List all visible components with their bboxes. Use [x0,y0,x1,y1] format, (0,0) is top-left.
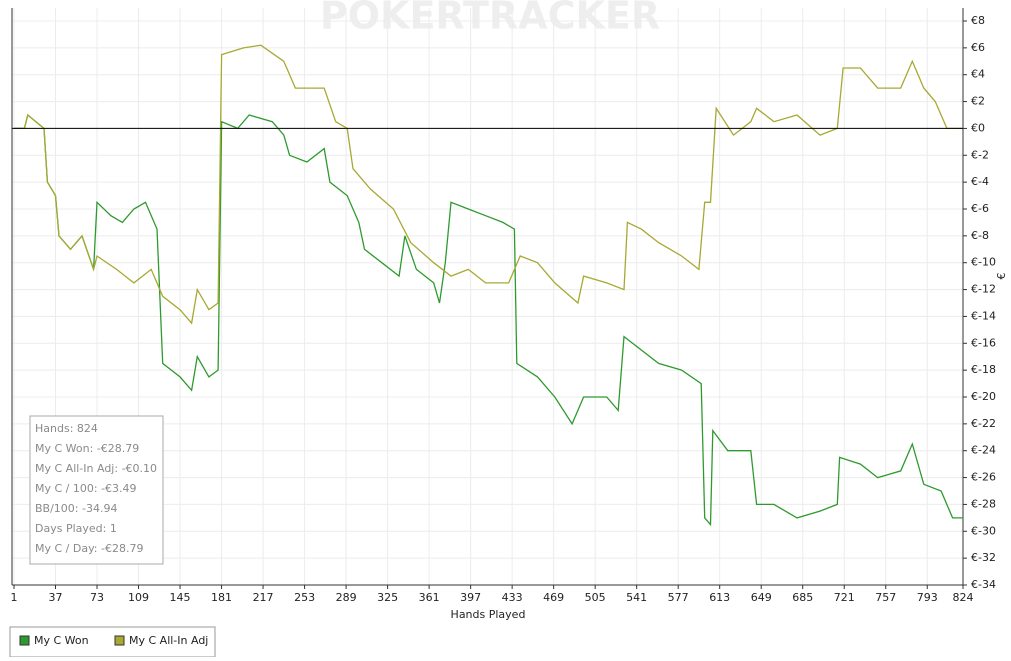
x-tick-label: 37 [49,591,63,604]
x-tick-label: 433 [502,591,523,604]
y-tick-label: €-22 [971,417,996,430]
legend [9,626,216,658]
x-tick-label: 505 [585,591,606,604]
y-tick-label: €4 [971,68,985,81]
y-tick-label: €-6 [971,202,989,215]
series-line [14,44,963,325]
y-tick-label: €-24 [971,444,996,457]
y-tick-label: €-16 [971,336,996,349]
stats-box [29,415,164,565]
x-tick-label: 721 [834,591,855,604]
y-tick-label: €-32 [971,551,996,564]
stat-line: Days Played: 1 [35,522,117,535]
x-tick-label: 541 [626,591,647,604]
y-tick-label: €-18 [971,363,996,376]
x-tick-label: 73 [90,591,104,604]
x-axis-label: Hands Played [451,608,526,621]
y-axis-label: € [995,273,1008,280]
legend-label: My C Won [34,634,89,647]
x-tick-label: 577 [668,591,689,604]
y-tick-label: €0 [971,121,985,134]
y-tick-label: €-30 [971,524,996,537]
y-tick-label: €-34 [971,578,996,591]
x-tick-label: 1 [11,591,18,604]
y-tick-label: €-4 [971,175,989,188]
stat-line: Hands: 824 [35,422,98,435]
y-tick-label: €2 [971,95,985,108]
x-tick-label: 181 [211,591,232,604]
x-tick-label: 253 [294,591,315,604]
y-tick-label: €-26 [971,471,996,484]
y-tick-label: €-12 [971,283,996,296]
x-tick-label: 613 [709,591,730,604]
y-tick-label: €8 [971,14,985,27]
y-tick-label: €-28 [971,497,996,510]
x-tick-label: 793 [917,591,938,604]
stat-line: My C / Day: -€28.79 [35,542,143,555]
y-tick-label: €-10 [971,256,996,269]
legend-swatch [114,635,125,646]
legend-label: My C All-In Adj [129,634,208,647]
stat-line: My C / 100: -€3.49 [35,482,137,495]
y-tick-label: €-14 [971,309,996,322]
x-tick-label: 289 [336,591,357,604]
x-tick-label: 397 [460,591,481,604]
stat-line: My C All-In Adj: -€0.10 [35,462,157,475]
grid [12,8,964,586]
legend-swatch [19,635,30,646]
x-tick-label: 757 [875,591,896,604]
x-tick-label: 685 [792,591,813,604]
x-tick-label: 469 [543,591,564,604]
series-line [14,113,963,527]
y-tick-label: €-2 [971,148,989,161]
x-tick-label: 217 [253,591,274,604]
x-tick-label: 649 [751,591,772,604]
y-tick-label: €6 [971,41,985,54]
x-tick-label: 361 [419,591,440,604]
stat-line: BB/100: -34.94 [35,502,117,515]
watermark: POKERTRACKER [320,0,660,38]
stat-line: My C Won: -€28.79 [35,442,139,455]
x-tick-label: 325 [377,591,398,604]
y-tick-label: €-20 [971,390,996,403]
x-tick-label: 109 [128,591,149,604]
y-tick-label: €-8 [971,229,989,242]
x-tick-label: 145 [170,591,191,604]
x-tick-label: 824 [953,591,974,604]
